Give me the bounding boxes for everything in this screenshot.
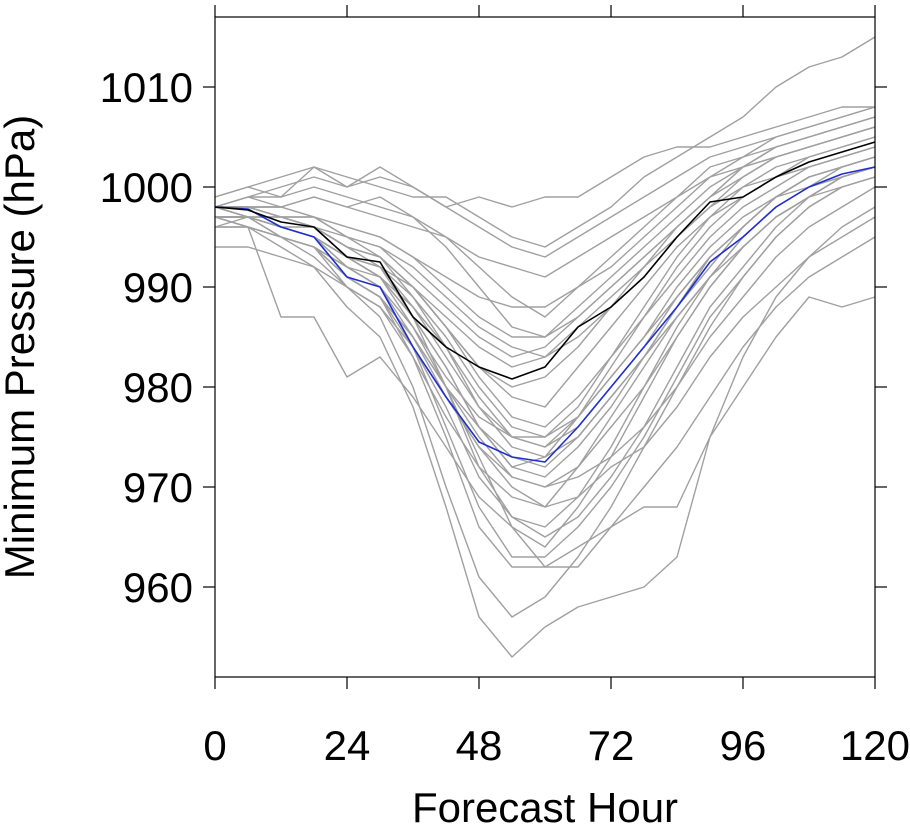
x-tick-label: 48 <box>456 722 503 769</box>
series-line-ensemble-26 <box>214 176 876 558</box>
y-tick-label: 960 <box>123 564 193 611</box>
series-line-ensemble-30 <box>215 136 876 438</box>
series-line-ensemble-12 <box>214 206 876 658</box>
y-tick-label: 1000 <box>100 164 193 211</box>
series-line-ensemble-33 <box>215 166 876 538</box>
series-line-ensemble-24 <box>215 126 876 358</box>
x-tick-label: 24 <box>324 722 371 769</box>
ticks-layer: 0 24 48 72 96 120 960 970 980 990 1000 1010 <box>100 5 910 769</box>
plot-frame <box>214 16 876 678</box>
y-tick-label: 970 <box>123 464 193 511</box>
y-tick-label: 980 <box>123 364 193 411</box>
series-line-ensemble-17 <box>214 106 875 208</box>
series-line-blue <box>214 166 876 463</box>
y-axis-title: Minimum Pressure (hPa) <box>0 115 43 579</box>
series-layer <box>214 36 876 658</box>
series-line-ensemble-32 <box>215 186 876 488</box>
y-tick-label: 990 <box>123 264 193 311</box>
series-line-ensemble-35 <box>215 106 876 308</box>
series-line-ensemble-16 <box>214 106 876 258</box>
series-line-ensemble-20 <box>214 36 876 248</box>
x-axis-title: Forecast Hour <box>412 784 678 827</box>
series-line-ensemble-3 <box>214 116 876 318</box>
x-tick-label: 72 <box>588 722 635 769</box>
series-line-black <box>214 141 876 380</box>
x-tick-label: 0 <box>203 722 226 769</box>
x-tick-label: 120 <box>840 722 910 769</box>
x-tick-label: 96 <box>720 722 767 769</box>
y-tick-label: 1010 <box>100 64 193 111</box>
